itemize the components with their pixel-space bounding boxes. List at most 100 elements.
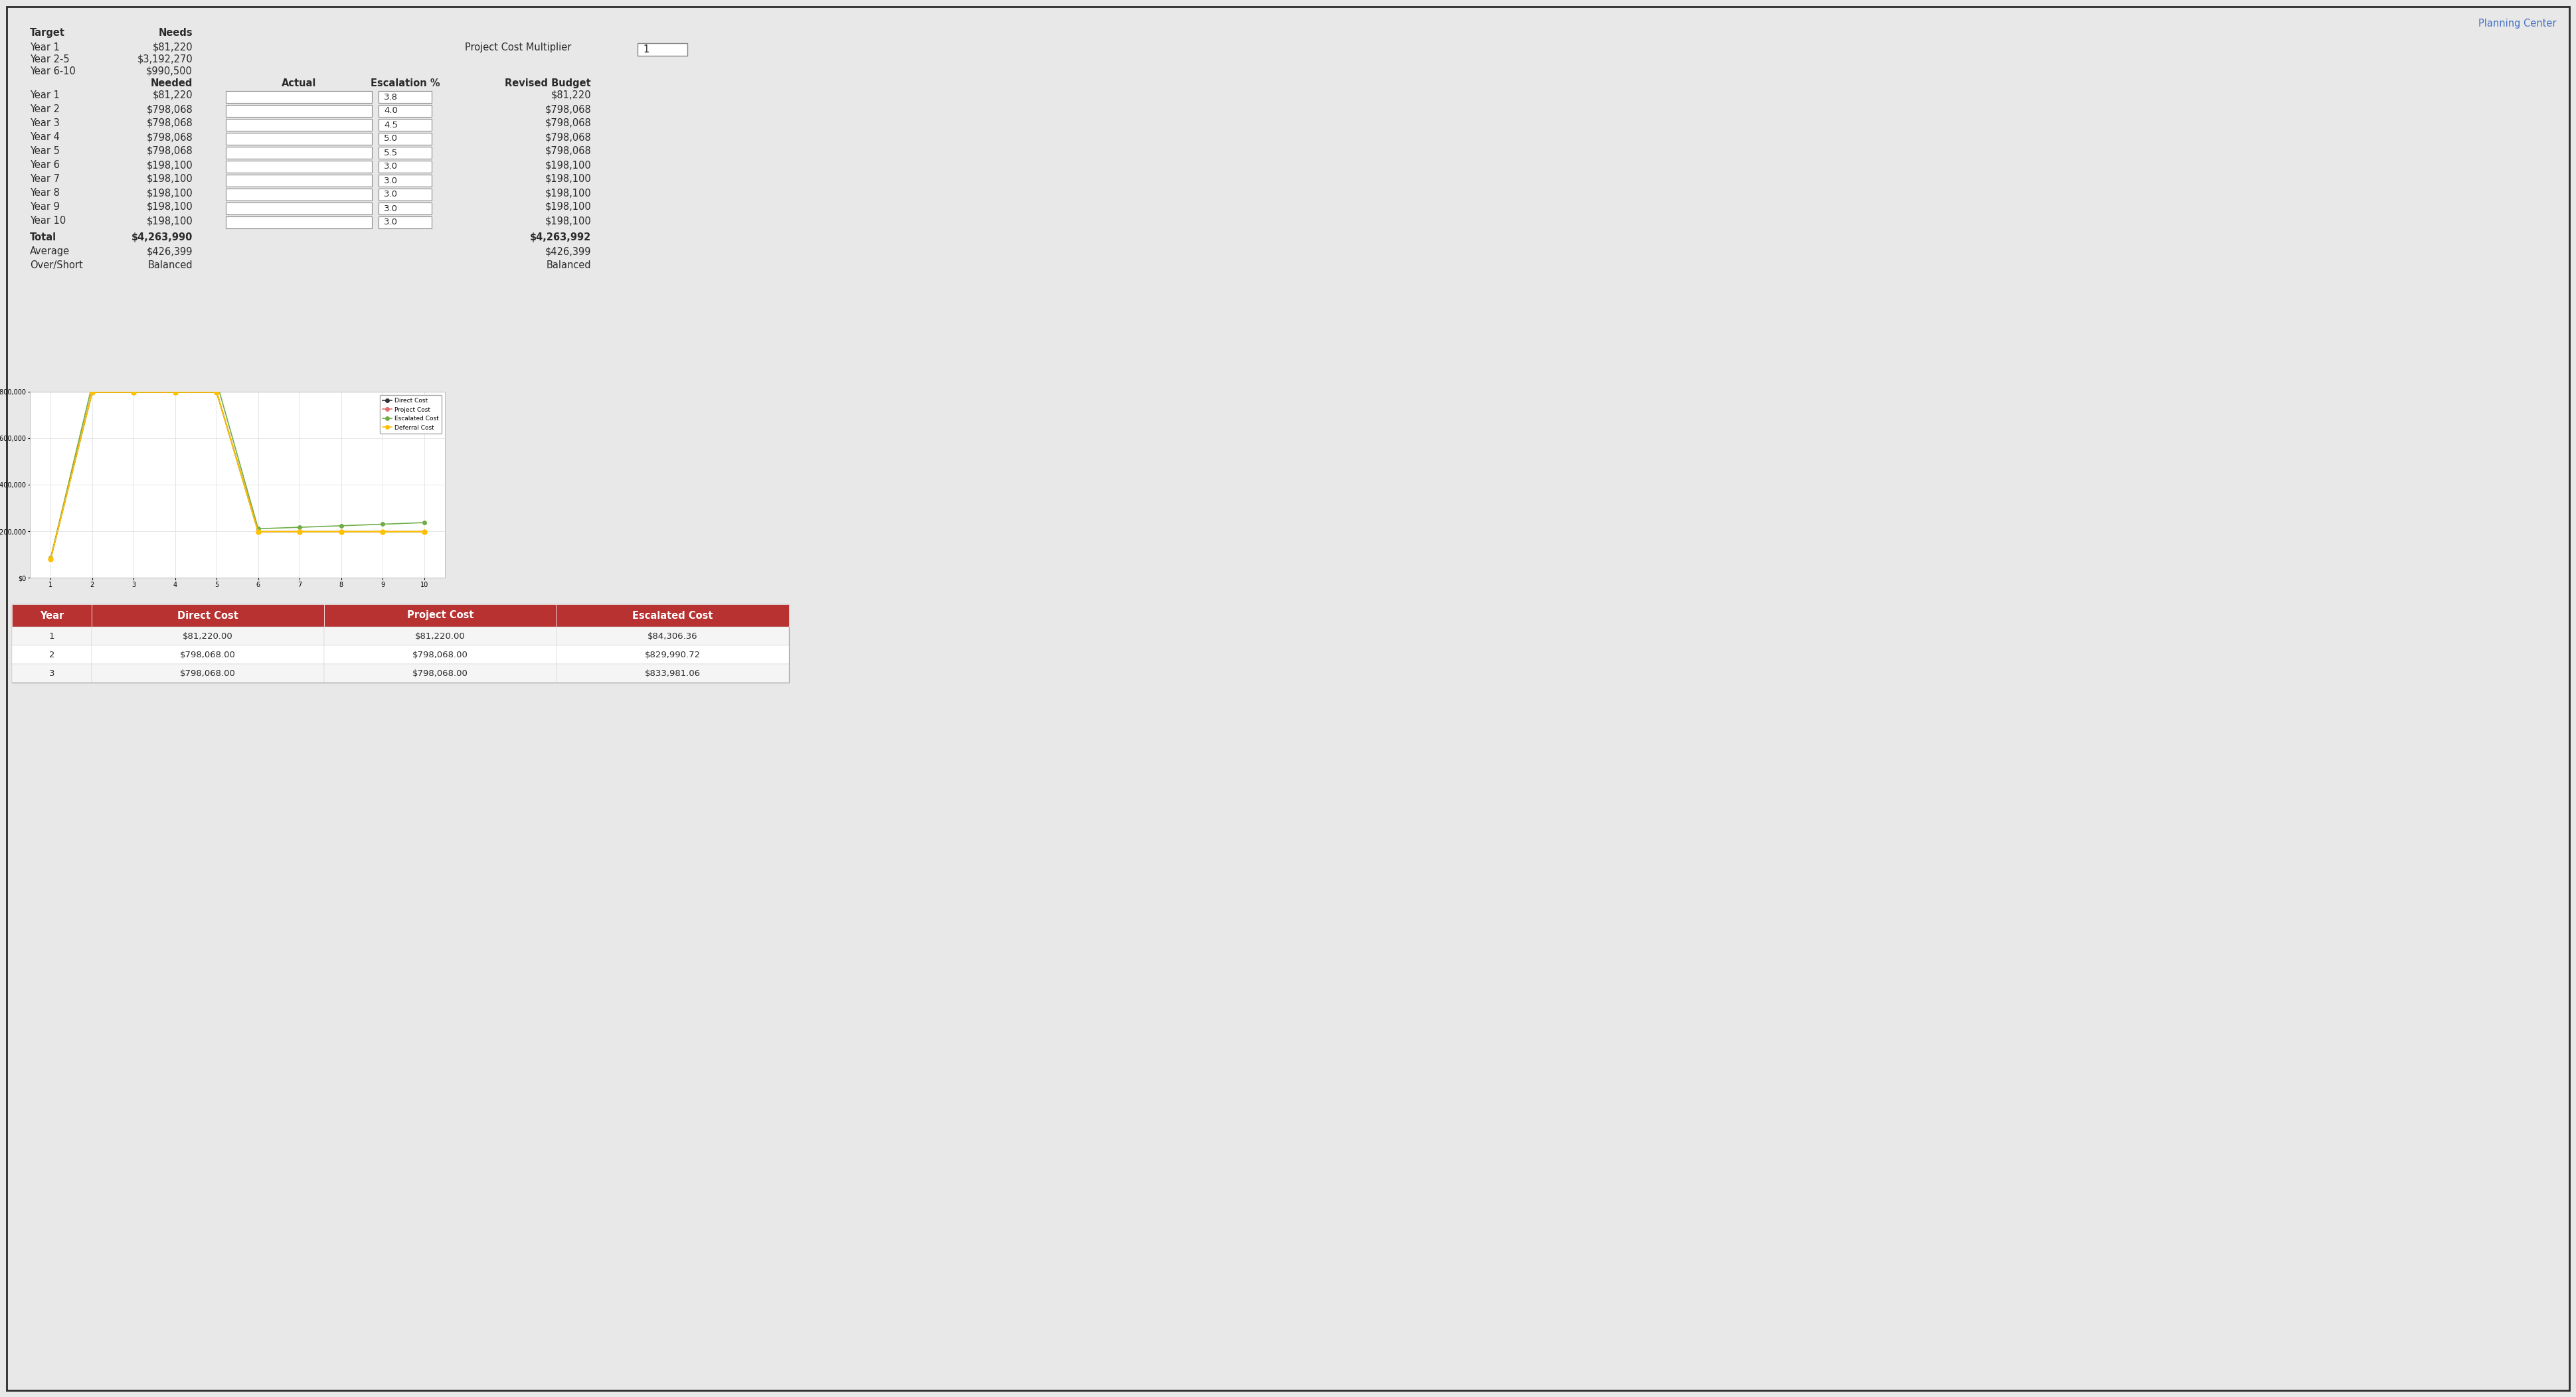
Text: Year 4: Year 4 — [31, 133, 59, 142]
Text: 1: 1 — [644, 45, 649, 54]
Text: $81,220.00: $81,220.00 — [415, 631, 466, 640]
Text: 4.0: 4.0 — [384, 106, 397, 115]
Text: 1: 1 — [49, 631, 54, 640]
Text: Year: Year — [39, 610, 64, 620]
Text: Year 7: Year 7 — [31, 175, 59, 184]
Text: $798,068: $798,068 — [544, 105, 590, 115]
Bar — [13, 605, 93, 627]
Bar — [13, 664, 93, 683]
Text: $798,068: $798,068 — [147, 147, 193, 156]
Text: 3.0: 3.0 — [384, 190, 397, 198]
Text: $829,990.72: $829,990.72 — [644, 651, 701, 659]
Bar — [227, 119, 371, 131]
Text: Planning Center: Planning Center — [2478, 18, 2555, 28]
Bar — [93, 605, 325, 627]
Text: $798,068: $798,068 — [544, 133, 590, 142]
Text: Direct Cost: Direct Cost — [178, 610, 240, 620]
Bar — [13, 627, 93, 645]
Text: 4.5: 4.5 — [384, 120, 397, 129]
Bar — [379, 189, 433, 201]
Bar — [556, 605, 788, 627]
Text: $798,068: $798,068 — [147, 105, 193, 115]
Text: $798,068.00: $798,068.00 — [412, 651, 469, 659]
Bar — [556, 627, 788, 645]
Text: Year 9: Year 9 — [31, 201, 59, 212]
Text: Balanced: Balanced — [546, 260, 590, 270]
Text: $426,399: $426,399 — [147, 246, 193, 256]
Bar — [379, 217, 433, 228]
Text: Escalation %: Escalation % — [371, 78, 440, 88]
Text: Revised Budget: Revised Budget — [505, 78, 590, 88]
Text: $198,100: $198,100 — [147, 189, 193, 198]
Bar — [93, 645, 325, 664]
Bar — [556, 645, 788, 664]
Bar — [379, 147, 433, 159]
Text: $198,100: $198,100 — [544, 175, 590, 184]
Text: $4,263,990: $4,263,990 — [131, 232, 193, 242]
Text: 3.0: 3.0 — [384, 162, 397, 170]
Text: $81,220: $81,220 — [152, 91, 193, 101]
Text: $81,220: $81,220 — [551, 91, 590, 101]
Bar — [227, 161, 371, 173]
Text: 3.0: 3.0 — [384, 176, 397, 184]
Text: Escalated Cost: Escalated Cost — [631, 610, 714, 620]
Text: $833,981.06: $833,981.06 — [644, 669, 701, 678]
Bar — [379, 105, 433, 117]
Text: Needed: Needed — [149, 78, 193, 88]
Text: $198,100: $198,100 — [544, 189, 590, 198]
Text: Year 6: Year 6 — [31, 161, 59, 170]
Bar — [227, 105, 371, 117]
Text: Actual: Actual — [281, 78, 317, 88]
Text: $81,220: $81,220 — [152, 42, 193, 53]
Bar — [379, 119, 433, 131]
Bar — [379, 133, 433, 145]
Text: Year 1: Year 1 — [31, 91, 59, 101]
Text: $4,263,992: $4,263,992 — [531, 232, 590, 242]
Bar — [379, 91, 433, 103]
Text: $198,100: $198,100 — [544, 161, 590, 170]
Text: Total: Total — [31, 232, 57, 242]
Text: Year 5: Year 5 — [31, 147, 59, 156]
Legend: Direct Cost, Project Cost, Escalated Cost, Deferral Cost: Direct Cost, Project Cost, Escalated Cos… — [379, 395, 443, 433]
Text: $798,068.00: $798,068.00 — [412, 669, 469, 678]
Text: Average: Average — [31, 246, 70, 256]
Text: Needs: Needs — [157, 28, 193, 38]
Text: Project Cost: Project Cost — [407, 610, 474, 620]
Bar — [93, 627, 325, 645]
Text: 2: 2 — [49, 651, 54, 659]
Text: $198,100: $198,100 — [147, 175, 193, 184]
Bar — [227, 133, 371, 145]
Text: $198,100: $198,100 — [544, 215, 590, 226]
Text: $990,500: $990,500 — [147, 67, 193, 77]
Bar — [13, 645, 93, 664]
Text: Target: Target — [31, 28, 64, 38]
Bar — [227, 189, 371, 201]
Text: 3.0: 3.0 — [384, 218, 397, 226]
Text: Year 8: Year 8 — [31, 189, 59, 198]
Text: $798,068: $798,068 — [544, 147, 590, 156]
Bar — [227, 147, 371, 159]
Bar — [227, 175, 371, 187]
Text: Project Cost Multiplier: Project Cost Multiplier — [464, 42, 572, 53]
Bar — [325, 627, 556, 645]
Text: Year 10: Year 10 — [31, 215, 67, 226]
Text: Year 6-10: Year 6-10 — [31, 67, 75, 77]
Bar — [379, 161, 433, 173]
Text: $798,068.00: $798,068.00 — [180, 651, 237, 659]
Text: $798,068: $798,068 — [544, 119, 590, 129]
Text: 3.0: 3.0 — [384, 204, 397, 212]
Bar — [556, 664, 788, 683]
Text: $81,220.00: $81,220.00 — [183, 631, 232, 640]
Text: $198,100: $198,100 — [147, 215, 193, 226]
Text: $798,068.00: $798,068.00 — [180, 669, 237, 678]
Text: $3,192,270: $3,192,270 — [137, 54, 193, 64]
Text: $198,100: $198,100 — [544, 201, 590, 212]
Text: Year 2: Year 2 — [31, 105, 59, 115]
Bar — [93, 664, 325, 683]
Text: $798,068: $798,068 — [147, 133, 193, 142]
Text: 3.8: 3.8 — [384, 92, 397, 101]
Bar — [227, 217, 371, 228]
Text: Year 1: Year 1 — [31, 42, 59, 53]
Bar — [325, 605, 556, 627]
Text: $84,306.36: $84,306.36 — [647, 631, 698, 640]
